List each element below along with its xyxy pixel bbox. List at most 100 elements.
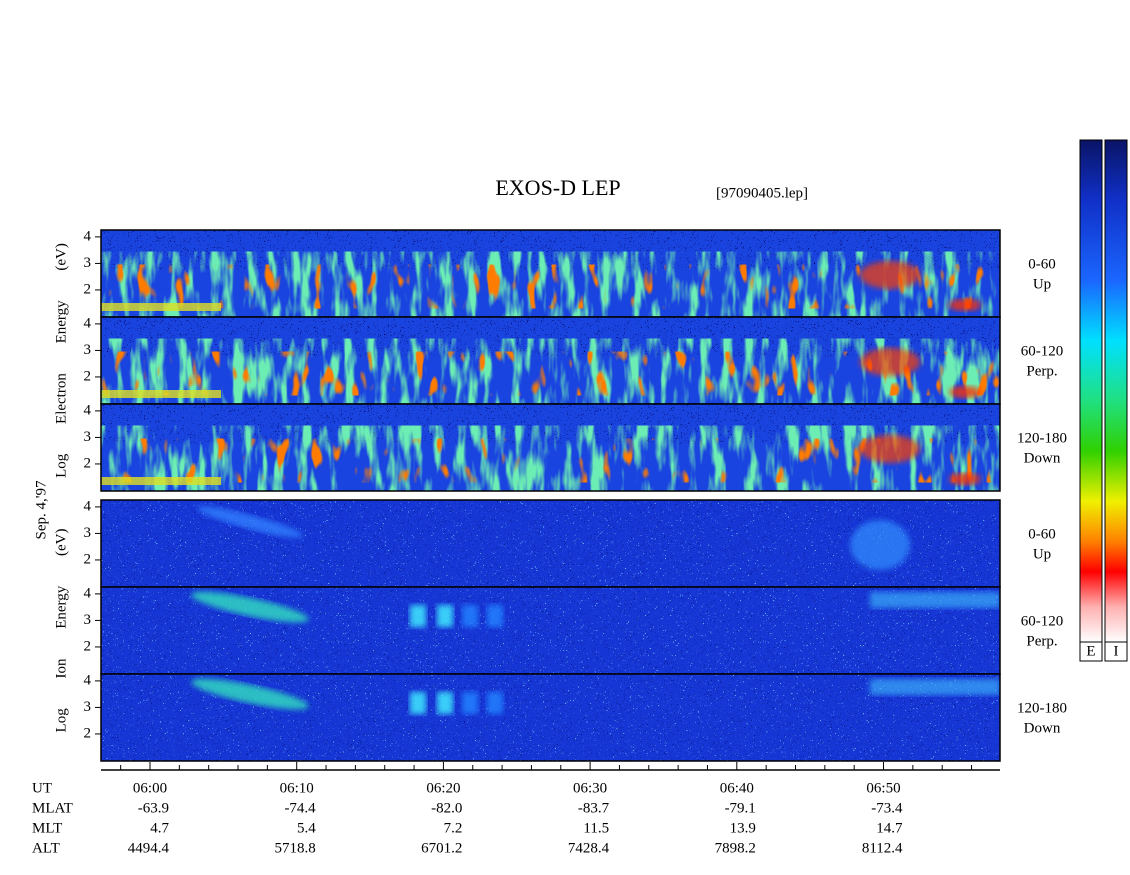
spectrogram-panel: [101, 317, 1000, 404]
direction-label: Up: [1033, 276, 1051, 292]
ephemeris-value: 7.2: [444, 820, 463, 836]
spectrogram-panel: [101, 587, 1000, 674]
y-tick-label: 4: [84, 585, 92, 601]
x-tick-label: 06:30: [573, 780, 607, 796]
pitch-angle-label: 0-60: [1028, 526, 1056, 542]
y-tick-label: 4: [84, 315, 92, 331]
color-bar-label: I: [1114, 643, 1119, 659]
ephemeris-value: 7428.4: [568, 840, 610, 856]
direction-label: Up: [1033, 546, 1051, 562]
y-tick-label: 3: [84, 612, 92, 628]
ion-feature: [462, 692, 478, 714]
ion-feature: [850, 520, 910, 570]
y-tick-label: 4: [84, 228, 92, 244]
x-tick-label: 06:00: [133, 780, 167, 796]
hot-feature: [949, 386, 981, 398]
ephemeris-value: -82.0: [431, 800, 462, 816]
ephemeris-name: MLT: [32, 820, 62, 836]
ion-feature: [410, 692, 426, 714]
ephemeris-value: 11.5: [583, 820, 609, 836]
color-bar-label-box: [1079, 641, 1103, 662]
y-tick-label: 2: [84, 368, 92, 384]
ephemeris-name: ALT: [32, 840, 60, 856]
ion-feature: [191, 591, 309, 623]
ephemeris-value: 4494.4: [128, 840, 170, 856]
pitch-angle-label: 120-180: [1017, 700, 1067, 716]
hot-feature: [949, 299, 981, 311]
ion-feature: [437, 692, 453, 714]
pitch-angle-label: 0-60: [1028, 256, 1056, 272]
ephemeris-value: -63.9: [138, 800, 169, 816]
direction-label: Perp.: [1026, 633, 1057, 649]
ion-feature: [870, 592, 1000, 608]
pitch-angle-label: 60-120: [1021, 613, 1064, 629]
direction-label: Down: [1024, 450, 1061, 466]
date-label: Sep. 4,'97: [33, 480, 49, 539]
hot-feature: [949, 473, 981, 485]
ion-feature: [191, 678, 309, 710]
ion-feature: [196, 506, 304, 538]
y-tick-label: 4: [84, 498, 92, 514]
y-tick-label: 2: [84, 638, 92, 654]
low-energy-band: [101, 390, 221, 398]
hot-feature: [860, 435, 920, 463]
spectrogram-panel: [101, 230, 1000, 317]
color-bar-label-box: [1104, 641, 1128, 662]
ephemeris-value: 8112.4: [862, 840, 903, 856]
y-axis-label: Log Ion Energy (eV): [53, 529, 69, 733]
ephemeris-name: MLAT: [32, 800, 73, 816]
ephemeris-value: 14.7: [876, 820, 903, 836]
y-tick-label: 2: [84, 281, 92, 297]
hot-feature: [860, 261, 920, 289]
ephemeris-value: 5.4: [297, 820, 316, 836]
chart-title: EXOS-D LEP: [495, 175, 620, 200]
x-tick-label: 06:10: [280, 780, 314, 796]
spectrogram-panel: [101, 404, 1000, 491]
y-tick-label: 3: [84, 255, 92, 271]
color-bar: [1104, 139, 1128, 643]
low-energy-band: [101, 477, 221, 485]
spectrogram-panel: [101, 674, 1000, 761]
x-tick-label: 06:50: [866, 780, 900, 796]
ion-feature: [870, 679, 1000, 695]
y-tick-label: 4: [84, 672, 92, 688]
ion-feature: [410, 605, 426, 627]
y-tick-label: 2: [84, 551, 92, 567]
color-bar: [1079, 139, 1103, 643]
ephemeris-value: 7898.2: [715, 840, 756, 856]
spectrogram-panel: [101, 500, 1000, 587]
ephemeris-value: 13.9: [730, 820, 756, 836]
y-tick-label: 3: [84, 525, 92, 541]
ion-feature: [487, 692, 503, 714]
y-tick-label: 4: [84, 402, 92, 418]
ephemeris-value: -73.4: [871, 800, 903, 816]
pitch-angle-label: 60-120: [1021, 343, 1064, 359]
ephemeris-value: -83.7: [578, 800, 610, 816]
ion-feature: [437, 605, 453, 627]
y-tick-label: 2: [84, 725, 92, 741]
x-tick-label: 06:20: [426, 780, 460, 796]
y-axis-label: Log Electron Energy (eV): [53, 243, 69, 478]
ephemeris-value: 4.7: [150, 820, 169, 836]
ephemeris-value: -74.4: [284, 800, 316, 816]
direction-label: Down: [1024, 720, 1061, 736]
pitch-angle-label: 120-180: [1017, 430, 1067, 446]
x-axis-label: UT: [32, 780, 52, 796]
ion-feature: [487, 605, 503, 627]
hot-feature: [860, 348, 920, 376]
direction-label: Perp.: [1026, 363, 1057, 379]
emission-hotspots: [101, 264, 1000, 309]
emission-hotspots: [101, 438, 1000, 483]
y-tick-label: 2: [84, 455, 92, 471]
panel-frame: [100, 403, 1001, 492]
low-energy-band: [101, 303, 221, 311]
ephemeris-value: 6701.2: [421, 840, 462, 856]
y-tick-label: 3: [84, 699, 92, 715]
x-tick-label: 06:40: [720, 780, 754, 796]
y-tick-label: 3: [84, 429, 92, 445]
file-name: [97090405.lep]: [716, 185, 808, 201]
emission-hotspots: [101, 351, 1000, 396]
y-tick-label: 3: [84, 342, 92, 358]
ephemeris-value: -79.1: [725, 800, 756, 816]
